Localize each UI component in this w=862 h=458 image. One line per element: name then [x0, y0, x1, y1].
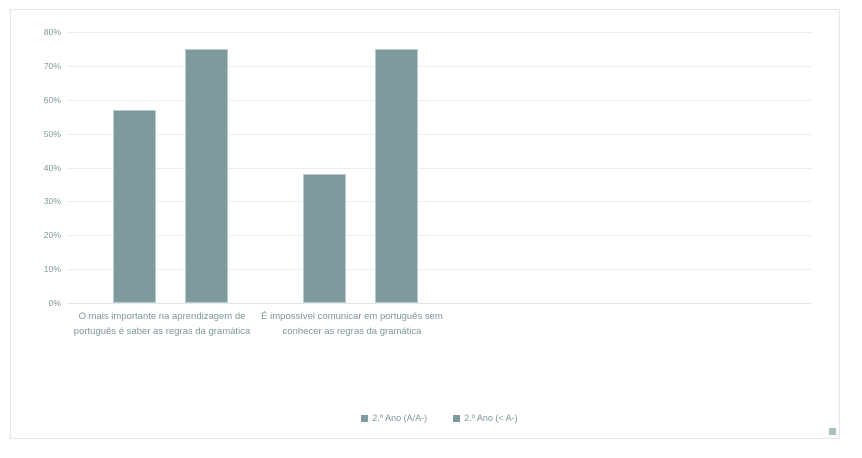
category-label-1: É impossível comunicar em português sem …	[261, 311, 443, 337]
legend-entry[interactable]: 2.º Ano (< A-)	[453, 413, 518, 423]
gridline-40	[67, 167, 812, 169]
gridline-60	[67, 99, 812, 101]
y-axis-tick-label: 40%	[43, 162, 61, 173]
bar[interactable]	[375, 48, 418, 303]
plot-area	[67, 32, 812, 304]
y-axis-tick-label: 60%	[43, 94, 61, 105]
bar[interactable]	[185, 48, 228, 303]
y-axis-tick-label: 70%	[43, 60, 61, 71]
y-axis-tick-label: 10%	[43, 263, 61, 274]
y-axis-tick-label: 80%	[43, 26, 61, 37]
gridline-30	[67, 201, 812, 203]
chart-legend: 2.º Ano (A/A-) 2.º Ano (< A-)	[67, 408, 812, 428]
category-axis-labels: O mais importante na aprendizagem de por…	[67, 310, 812, 390]
chart-frame: 80% 70% 60% 50% 40% 30% 20% 10% 0% O mais import…	[10, 9, 840, 439]
gridline-10	[67, 269, 812, 271]
corner-artifact-mark	[829, 428, 836, 435]
y-axis-tick-label: 30%	[43, 196, 61, 207]
gridline-20	[67, 235, 812, 237]
y-axis-tick-label: 50%	[43, 128, 61, 139]
bar[interactable]	[303, 174, 346, 303]
legend-entry[interactable]: 2.º Ano (A/A-)	[361, 413, 427, 423]
gridline-70	[67, 65, 812, 67]
bar[interactable]	[113, 109, 156, 303]
y-axis-tick-label: 20%	[43, 230, 61, 240]
gridline-80	[67, 32, 812, 33]
legend-entry-label: 2.º Ano (A/A-)	[372, 413, 428, 423]
gridline-50	[67, 133, 812, 135]
legend-swatch-icon	[453, 414, 461, 422]
category-label-0: O mais importante na aprendizagem de por…	[73, 311, 251, 337]
y-axis-tick-label: 0%	[48, 297, 61, 308]
legend-swatch-icon	[361, 414, 369, 422]
legend-entry-label: 2.º Ano (< A-)	[464, 413, 518, 423]
y-axis: 80% 70% 60% 50% 40% 30% 20% 10% 0%	[11, 28, 61, 307]
gridline-0	[67, 303, 812, 304]
